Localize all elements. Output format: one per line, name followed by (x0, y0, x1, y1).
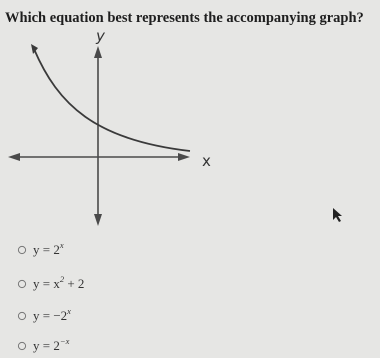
question: Which equation best represents the accom… (5, 10, 364, 26)
radio-button[interactable] (17, 311, 27, 321)
exponent: −x (60, 336, 70, 346)
option-part: y = 2 (33, 242, 60, 257)
option-part: y = x (33, 276, 60, 291)
options: y = 2xy = x2 + 2y = −2xy = 2−x (17, 240, 84, 353)
radio-button[interactable] (17, 245, 27, 255)
x-label: x (202, 152, 211, 170)
y-label: y (95, 27, 106, 45)
exponent: x (59, 240, 64, 250)
exponent: x (66, 306, 71, 316)
y-arrow-down (94, 214, 102, 226)
option-text[interactable]: y = 2−x (33, 336, 70, 353)
x-arrow-right (178, 153, 190, 161)
mouse-cursor (333, 208, 342, 222)
radio-button[interactable] (17, 341, 27, 351)
curve (33, 48, 191, 152)
radio-button[interactable] (17, 279, 27, 289)
exponent: 2 (60, 274, 65, 284)
option-text[interactable]: y = x2 + 2 (33, 274, 84, 291)
graph (8, 44, 191, 226)
x-arrow-left (8, 153, 20, 161)
option-text[interactable]: y = −2x (33, 306, 71, 323)
option-part: + 2 (64, 276, 84, 291)
option-part: y = 2 (33, 338, 60, 353)
curve-arrow (31, 44, 38, 54)
option-text[interactable]: y = 2x (33, 240, 64, 257)
option-part: y = −2 (33, 308, 67, 323)
y-arrow-up (94, 46, 102, 58)
